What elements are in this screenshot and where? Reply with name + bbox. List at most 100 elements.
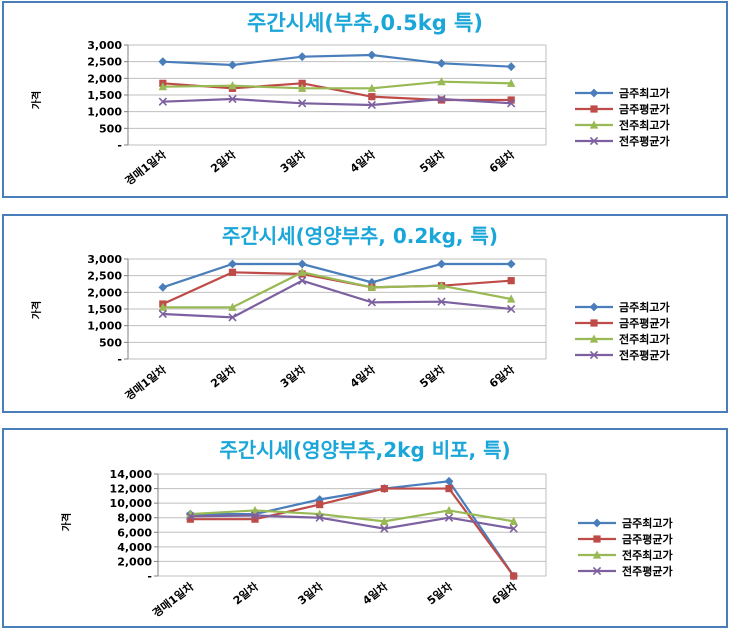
data-point (507, 96, 515, 104)
y-tick-label: 2,500 (87, 270, 122, 283)
y-tick-label: 2,000 (87, 72, 122, 85)
data-point (250, 505, 260, 515)
chart-panel-3 (2, 428, 728, 628)
legend-label: 금주최고가 (622, 516, 673, 530)
data-point (437, 281, 446, 290)
legend-marker (592, 518, 602, 528)
series-line-4 (190, 514, 514, 530)
data-point (250, 511, 260, 520)
legend-marker (589, 350, 599, 360)
data-point (158, 282, 168, 292)
series-line-3 (162, 271, 512, 309)
data-point (368, 93, 376, 101)
legend-label: 전주최고가 (622, 548, 673, 562)
data-point (507, 277, 515, 285)
y-tick-label: 8,000 (117, 512, 152, 525)
legend-marker (593, 535, 601, 543)
data-point (367, 100, 376, 110)
data-point (437, 259, 446, 269)
chart-title: 주간시세(영양부추, 0.2kg, 특) (222, 224, 498, 248)
data-point (186, 515, 194, 523)
y-tick-label: 6,000 (117, 526, 152, 539)
data-point (380, 524, 389, 533)
data-point (251, 515, 259, 523)
data-point (228, 268, 237, 276)
x-tick-label: 경매1일차 (122, 362, 169, 403)
y-tick-label: 2,500 (87, 56, 122, 69)
legend-marker (589, 120, 599, 129)
data-point (228, 259, 237, 269)
series-line-3 (162, 80, 512, 90)
data-point (228, 302, 237, 311)
legend-marker (592, 566, 602, 576)
x-tick-label: 2일차 (208, 147, 239, 176)
data-point (507, 99, 516, 108)
data-point (297, 52, 307, 62)
x-tick-label: 3일차 (277, 147, 308, 176)
y-tick-label: - (117, 139, 122, 152)
data-point (507, 304, 516, 314)
legend-label: 금주최고가 (619, 86, 670, 100)
data-point (298, 99, 307, 108)
data-point (367, 282, 377, 291)
x-tick-label: 5일차 (424, 579, 455, 608)
legend-label: 금주최고가 (619, 300, 670, 314)
data-point (445, 484, 453, 493)
legend-label: 전주최고가 (619, 118, 670, 132)
y-axis-label: 가격 (30, 301, 43, 319)
x-tick-label: 4일차 (347, 147, 378, 176)
y-tick-label: 1,500 (87, 89, 122, 102)
y-tick-label: 10,000 (110, 497, 153, 510)
data-point (380, 484, 388, 493)
data-point (506, 62, 516, 72)
y-tick-label: 2,000 (117, 555, 152, 568)
y-tick-label: 3,000 (87, 39, 122, 52)
legend-label: 전주최고가 (619, 332, 670, 346)
data-point (228, 313, 237, 322)
y-tick-label: 4,000 (117, 541, 152, 554)
data-point (437, 94, 446, 104)
data-point (437, 77, 446, 86)
series-line-4 (162, 279, 512, 319)
data-point (228, 94, 237, 104)
x-tick-label: 5일차 (417, 147, 448, 176)
data-point (444, 505, 454, 515)
chart-title: 주간시세(영양부추,2kg 비포, 특) (219, 438, 510, 462)
legend-marker (589, 334, 599, 343)
data-point (444, 513, 454, 522)
x-tick-label: 6일차 (486, 147, 517, 176)
data-point (437, 58, 446, 68)
data-point (367, 50, 377, 60)
legend-label: 전주평균가 (619, 348, 670, 362)
y-tick-label: 500 (99, 122, 122, 135)
data-point (228, 60, 237, 70)
data-point (158, 302, 168, 311)
data-point (367, 83, 377, 92)
data-point (186, 512, 195, 521)
y-tick-label: 1,500 (87, 303, 122, 316)
series-line-2 (190, 487, 515, 577)
series-line-4 (162, 97, 512, 107)
series-line-3 (190, 509, 514, 523)
x-tick-label: 경매1일차 (122, 147, 169, 188)
data-point (158, 82, 168, 91)
data-point (506, 78, 516, 87)
series-line-1 (190, 480, 515, 577)
legend-label: 전주평균가 (622, 564, 673, 578)
y-tick-label: 12,000 (110, 483, 153, 496)
chart-panel-1 (2, 1, 728, 198)
data-point (228, 81, 237, 90)
data-point (437, 297, 446, 306)
data-point (297, 259, 307, 269)
legend-marker (589, 302, 599, 312)
x-tick-label: 2일차 (230, 579, 261, 608)
y-tick-label: 500 (99, 336, 122, 349)
data-point (506, 294, 516, 303)
legend-label: 금주평균가 (619, 102, 670, 116)
data-point (298, 79, 306, 87)
x-tick-label: 3일차 (277, 362, 308, 391)
data-point (316, 501, 324, 509)
legend-marker (589, 88, 599, 98)
series-line-1 (162, 262, 512, 289)
